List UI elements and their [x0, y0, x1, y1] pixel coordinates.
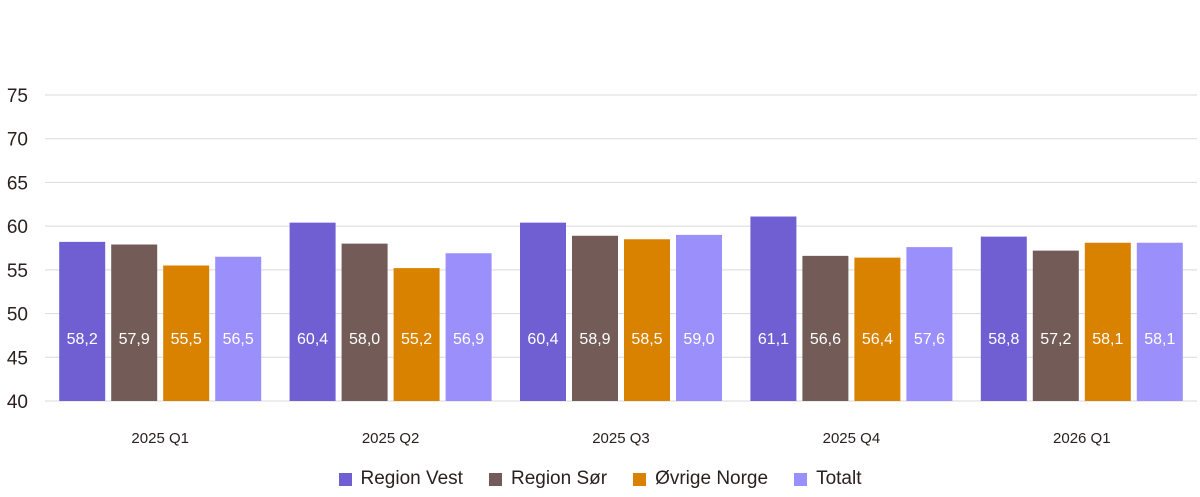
y-tick-label: 70 — [7, 130, 28, 151]
bar — [906, 247, 953, 401]
legend-swatch — [633, 472, 647, 486]
data-label: 61,1 — [758, 331, 789, 348]
x-tick-label: 2025 Q1 — [131, 430, 189, 447]
data-label: 55,5 — [171, 331, 202, 348]
bar — [854, 257, 901, 401]
x-axis: 2025 Q1 2025 Q2 2025 Q3 2025 Q4 2026 Q1 — [131, 430, 1110, 447]
data-label: 55,2 — [401, 331, 432, 348]
legend-swatch — [488, 472, 502, 486]
data-label: 58,8 — [988, 331, 1019, 348]
bar — [750, 216, 797, 401]
data-label: 57,9 — [119, 331, 150, 348]
legend-label: Totalt — [816, 468, 862, 489]
data-label: 58,1 — [1092, 331, 1123, 348]
data-label: 59,0 — [683, 331, 714, 348]
y-tick-label: 55 — [7, 261, 28, 282]
bar — [445, 253, 492, 401]
bar — [676, 234, 722, 401]
data-label: 60,4 — [527, 331, 558, 348]
data-label: 58,2 — [67, 331, 98, 348]
bar — [341, 243, 388, 401]
legend-label: Region Vest — [360, 468, 463, 489]
bar — [289, 222, 336, 401]
data-label: 58,1 — [1144, 331, 1175, 348]
data-label: 56,6 — [810, 331, 841, 348]
y-tick-label: 45 — [7, 348, 28, 369]
legend-item-ovrige-norge: Øvrige Norge — [633, 468, 768, 490]
y-axis: 40 45 50 55 60 65 70 75 — [7, 86, 28, 413]
data-label: 57,2 — [1040, 331, 1071, 348]
x-tick-label: 2025 Q4 — [823, 430, 881, 447]
x-tick-label: 2026 Q1 — [1053, 430, 1111, 447]
data-label: 60,4 — [297, 331, 328, 348]
y-tick-label: 65 — [7, 173, 28, 194]
data-label: 56,5 — [223, 331, 254, 348]
legend-swatch — [338, 472, 352, 486]
bar — [980, 236, 1027, 401]
legend-item-region-vest: Region Vest — [338, 468, 463, 490]
bar — [111, 244, 158, 401]
y-tick-label: 75 — [7, 86, 28, 107]
legend-label: Øvrige Norge — [655, 468, 769, 489]
legend-label: Region Sør — [510, 468, 608, 489]
y-tick-label: 50 — [7, 305, 28, 326]
y-tick-label: 60 — [7, 217, 28, 238]
bar — [572, 235, 618, 401]
bars: 58,2 57,9 55,5 56,5 60,4 58,0 55,2 56,9 60,4 58,9… — [59, 216, 1183, 401]
x-tick-label: 2025 Q3 — [592, 430, 650, 447]
bar — [802, 255, 849, 401]
x-tick-label: 2025 Q2 — [362, 430, 420, 447]
data-label: 56,9 — [453, 331, 484, 348]
bar — [393, 268, 440, 401]
bar — [520, 222, 566, 401]
bar — [59, 241, 106, 401]
bar — [624, 239, 670, 401]
data-label: 58,0 — [349, 331, 380, 348]
data-label: 58,5 — [631, 331, 662, 348]
bar — [1084, 242, 1131, 401]
legend-swatch — [794, 472, 808, 486]
bar — [1032, 250, 1079, 401]
legend: Region Vest Region Sør Øvrige Norge Tota… — [0, 468, 1200, 490]
bar — [163, 265, 210, 401]
y-tick-label: 40 — [7, 392, 28, 413]
bar — [215, 256, 262, 401]
data-label: 57,6 — [914, 331, 945, 348]
data-label: 56,4 — [862, 331, 893, 348]
bar — [1136, 242, 1183, 401]
legend-item-region-sor: Region Sør — [488, 468, 608, 490]
legend-item-totalt: Totalt — [794, 468, 862, 490]
data-label: 58,9 — [579, 331, 610, 348]
